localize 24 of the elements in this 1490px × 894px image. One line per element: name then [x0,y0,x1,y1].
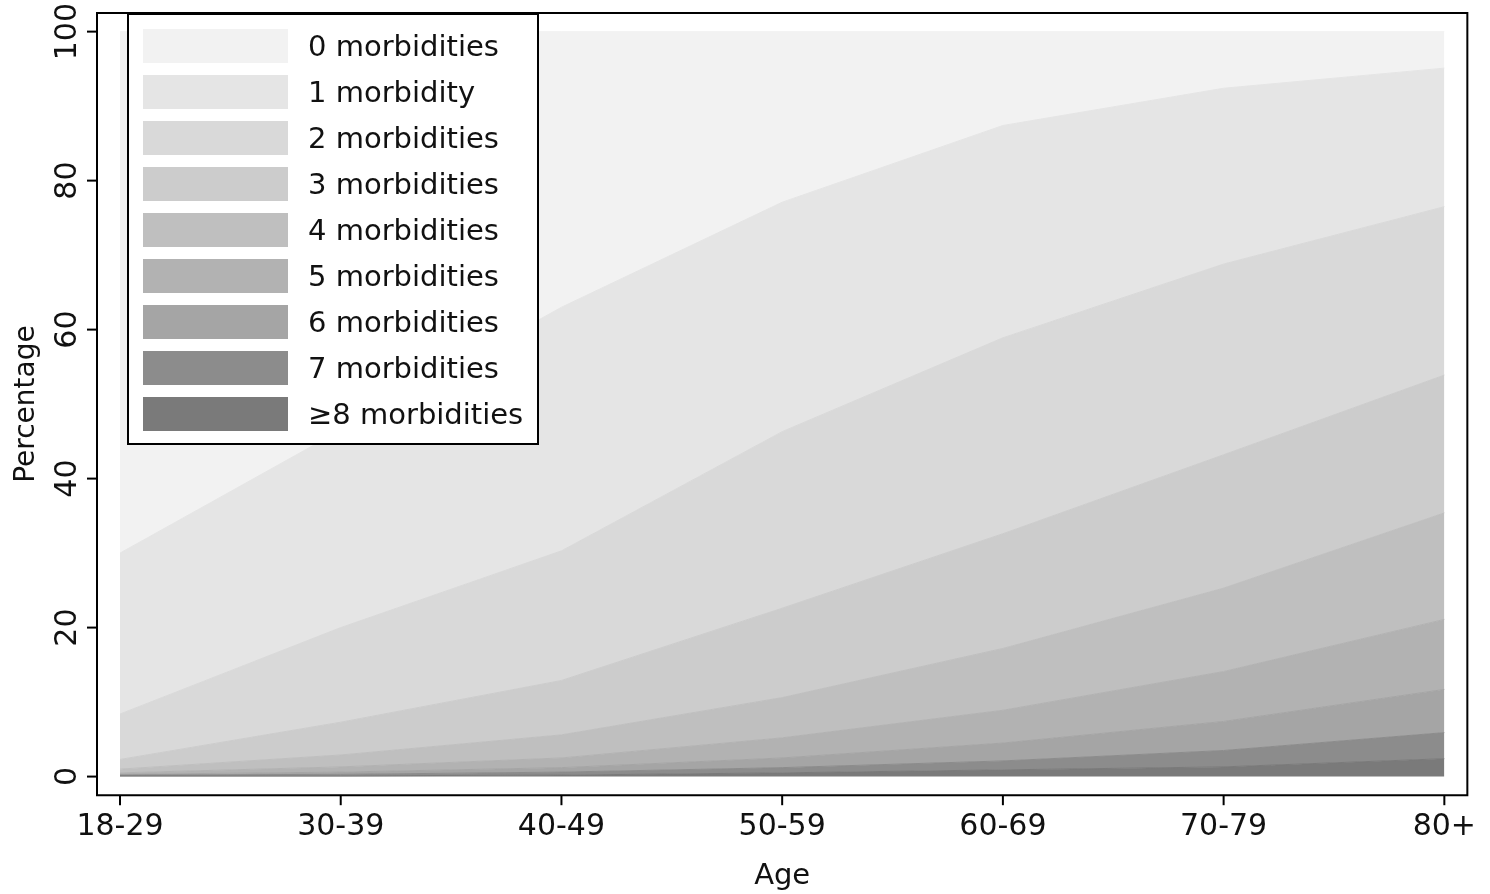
y-tick-label: 80 [47,161,83,200]
y-tick-label: 60 [47,310,83,349]
x-tick-label: 18-29 [76,807,164,842]
x-axis-title: Age [754,857,811,892]
x-tick-label: 50-59 [738,807,826,842]
legend-label: 3 morbidities [308,167,499,201]
y-tick-label: 40 [47,459,83,498]
legend-label: 5 morbidities [308,259,499,293]
y-tick-label: 100 [47,2,83,61]
x-tick-label: 60-69 [959,807,1047,842]
x-tick-label: 30-39 [297,807,385,842]
legend-label: ≥8 morbidities [308,397,524,431]
legend-label: 4 morbidities [308,213,499,247]
x-tick-label: 80+ [1412,807,1476,842]
y-tick-label: 0 [47,767,83,787]
legend-label: 1 morbidity [308,75,476,109]
legend-label: 6 morbidities [308,305,499,339]
legend-label: 0 morbidities [308,29,499,63]
x-tick-label: 70-79 [1180,807,1268,842]
y-tick-label: 20 [47,608,83,647]
x-tick-label: 40-49 [517,807,606,842]
legend-label: 7 morbidities [308,351,499,385]
y-axis-title: Percentage [8,325,42,483]
legend-label: 2 morbidities [308,121,499,155]
